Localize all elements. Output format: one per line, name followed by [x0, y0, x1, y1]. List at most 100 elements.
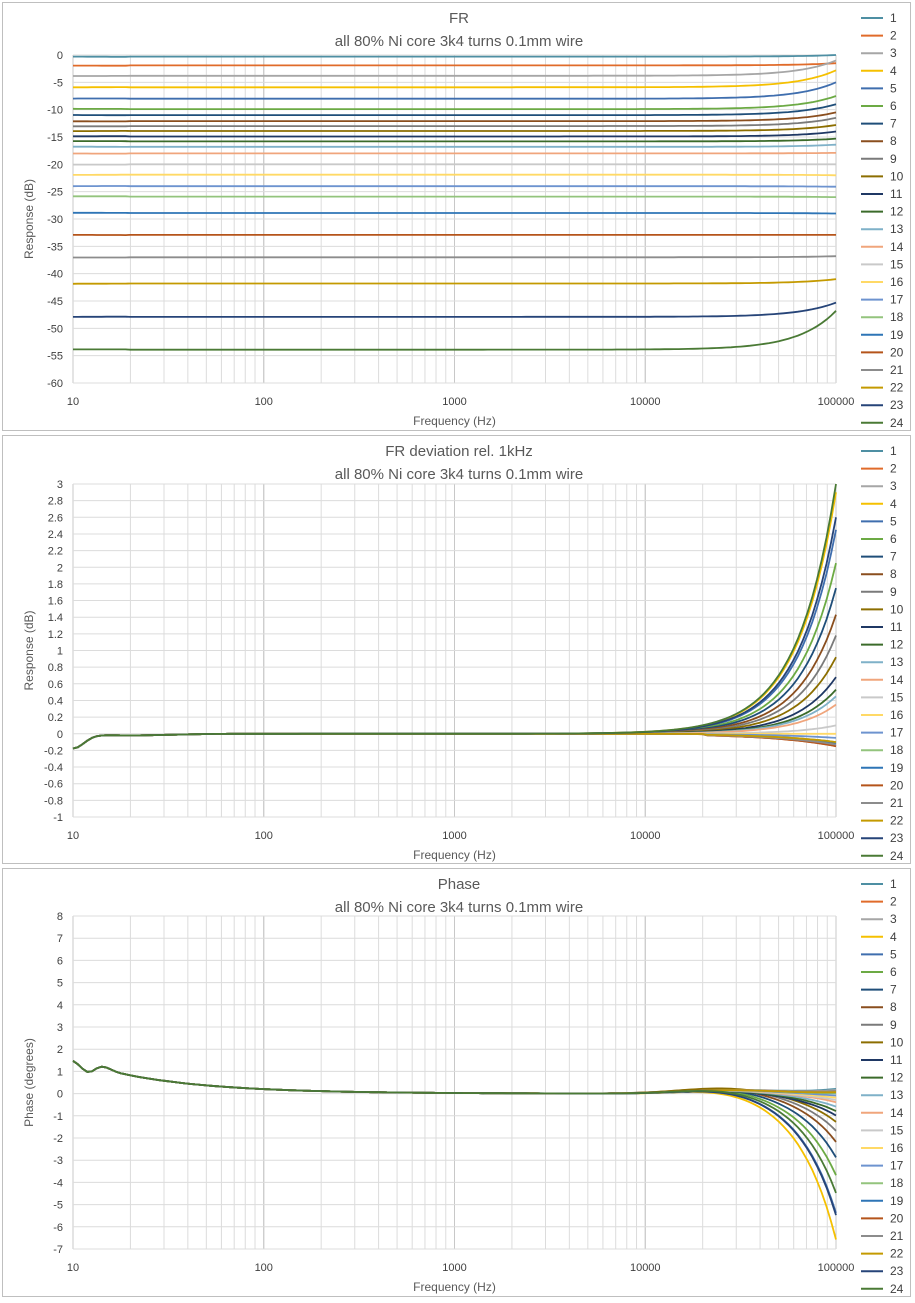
- legend-label: 10: [890, 1035, 904, 1049]
- legend-label: 17: [890, 726, 904, 740]
- phase-chart-svg: Phase all 80% Ni core 3k4 turns 0.1mm wir…: [22, 876, 904, 1296]
- y-tick-label: 2.6: [48, 512, 63, 524]
- x-tick-label: 10000: [630, 1262, 661, 1274]
- x-tick-label: 10000: [630, 830, 661, 842]
- x-tick-label: 100: [255, 1262, 273, 1274]
- y-tick-label: -5: [53, 1200, 63, 1212]
- y-tick-label: -10: [47, 105, 63, 117]
- series-group: [72, 483, 837, 750]
- legend-label: 16: [890, 275, 904, 289]
- series-line-2: [73, 62, 837, 67]
- series-line-6: [72, 95, 837, 110]
- y-tick-label: 2.4: [48, 529, 63, 541]
- legend-label: 22: [890, 381, 904, 395]
- legend-label: 13: [890, 222, 904, 236]
- x-tick-label: 100000: [818, 830, 855, 842]
- y-tick-label: 3: [57, 479, 63, 491]
- series-line-22: [72, 278, 837, 285]
- y-tick-label: -20: [47, 159, 63, 171]
- legend-label: 8: [890, 567, 897, 581]
- legend-label: 9: [890, 152, 897, 166]
- series-line-18: [73, 195, 836, 199]
- y-tick-label: 2.8: [48, 496, 63, 508]
- fr-chart-svg: FR all 80% Ni core 3k4 turns 0.1mm wire 0 -…: [22, 10, 904, 430]
- legend-label: 5: [890, 947, 897, 961]
- x-tick-label: 100000: [818, 396, 855, 408]
- legend-label: 15: [890, 1123, 904, 1137]
- x-tick-label: 1000: [442, 830, 466, 842]
- legend-label: 24: [890, 416, 904, 430]
- legend-label: 18: [890, 310, 904, 324]
- y-tick-label: -50: [47, 323, 63, 335]
- x-tick-label: 10: [67, 396, 79, 408]
- y-tick-label: -7: [53, 1244, 63, 1256]
- y-tick-label: -55: [47, 351, 63, 363]
- y-tick-label: 0: [57, 50, 63, 62]
- y-tick-label: -45: [47, 296, 63, 308]
- x-axis-title: Frequency (Hz): [413, 414, 496, 428]
- legend-label: 20: [890, 345, 904, 359]
- legend-label: 9: [890, 585, 897, 599]
- x-axis-title: Frequency (Hz): [413, 848, 496, 862]
- legend-label: 14: [890, 240, 904, 254]
- y-tick-label: 1: [57, 646, 63, 658]
- series-line-11: [73, 130, 837, 138]
- legend-label: 2: [890, 895, 897, 909]
- x-axis-title: Frequency (Hz): [413, 1280, 496, 1294]
- legend-label: 16: [890, 708, 904, 722]
- y-tick-label: -25: [47, 187, 63, 199]
- legend-label: 22: [890, 814, 904, 828]
- phase-chart-panel: Phase all 80% Ni core 3k4 turns 0.1mm wir…: [2, 868, 911, 1297]
- legend-label: 2: [890, 462, 897, 476]
- y-tick-label: 0: [57, 1089, 63, 1101]
- legend-label: 18: [890, 1176, 904, 1190]
- legend-label: 6: [890, 532, 897, 546]
- series-line-13: [73, 143, 837, 148]
- legend-label: 3: [890, 46, 897, 60]
- y-tick-label: 0.6: [48, 679, 63, 691]
- legend-label: 17: [890, 1159, 904, 1173]
- y-tick-label: -0.8: [44, 795, 63, 807]
- y-tick-label: 0.2: [48, 712, 63, 724]
- y-tick-label: 1.8: [48, 579, 63, 591]
- legend-label: 24: [890, 1282, 904, 1296]
- series-line-7: [73, 103, 837, 117]
- series-line-24: [72, 483, 837, 750]
- y-tick-label: -1: [53, 1111, 63, 1123]
- y-tick-label: 7: [57, 933, 63, 945]
- legend-label: 20: [890, 778, 904, 792]
- y-tick-label: 4: [57, 1000, 63, 1012]
- x-tick-label: 1000: [442, 1262, 466, 1274]
- series-line-9: [73, 117, 837, 128]
- y-tick-label: -3: [53, 1155, 63, 1167]
- legend-label: 2: [890, 29, 897, 43]
- y-tick-label: -15: [47, 132, 63, 144]
- y-tick-label: 8: [57, 911, 63, 923]
- x-tick-label: 1000: [442, 396, 466, 408]
- y-tick-label: -2: [53, 1133, 63, 1145]
- legend-label: 12: [890, 205, 904, 219]
- chart-subtitle: all 80% Ni core 3k4 turns 0.1mm wire: [335, 899, 583, 916]
- legend-label: 7: [890, 983, 897, 997]
- legend-label: 19: [890, 1194, 904, 1208]
- series-line-17: [72, 185, 836, 188]
- y-tick-label: 1: [57, 1066, 63, 1078]
- legend-label: 12: [890, 638, 904, 652]
- series-line-19: [73, 211, 836, 215]
- legend-label: 11: [890, 1053, 903, 1067]
- legend-label: 11: [890, 620, 903, 634]
- legend-label: 12: [890, 1071, 904, 1085]
- legend-label: 11: [890, 187, 903, 201]
- y-tick-label: -35: [47, 241, 63, 253]
- gridlines: [72, 915, 837, 1250]
- series-line-1: [73, 54, 837, 58]
- legend-label: 7: [890, 117, 897, 131]
- legend-label: 3: [890, 479, 897, 493]
- y-tick-label: 3: [57, 1022, 63, 1034]
- y-axis-title: Response (dB): [22, 179, 36, 259]
- y-tick-label: 2: [57, 1044, 63, 1056]
- y-tick-label: -40: [47, 269, 63, 281]
- x-tick-label: 100: [255, 396, 273, 408]
- series-line-12: [73, 137, 837, 143]
